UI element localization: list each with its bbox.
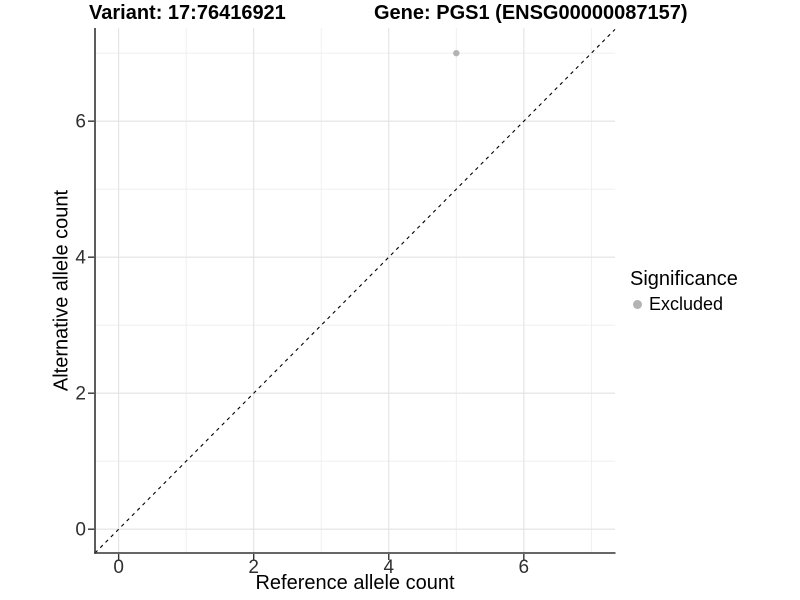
legend: Significance Excluded xyxy=(630,268,738,315)
axis-tick-marks xyxy=(88,120,525,560)
axis-lines xyxy=(94,28,616,554)
x-tick-label: 6 xyxy=(519,557,530,578)
x-tick-label: 4 xyxy=(383,557,394,578)
identity-reference-line xyxy=(94,28,616,554)
plot-title-gene: Gene: PGS1 (ENSG00000087157) xyxy=(374,2,688,24)
legend-point-icon xyxy=(633,300,642,309)
data-points xyxy=(453,49,460,57)
y-axis-title: Alternative allele count xyxy=(50,189,73,392)
x-axis-title: Reference allele count xyxy=(255,572,455,594)
plot-title-variant: Variant: 17:76416921 xyxy=(89,2,286,24)
x-tick-label: 0 xyxy=(113,557,124,578)
grid-minor-lines xyxy=(95,28,615,553)
grid-major-lines xyxy=(95,28,615,553)
legend-item-label: Excluded xyxy=(649,294,724,314)
y-tick-label: 6 xyxy=(75,112,86,133)
x-tick-label: 2 xyxy=(248,557,259,578)
legend-title: Significance xyxy=(630,268,738,290)
y-tick-label: 0 xyxy=(75,520,86,541)
y-tick-label: 2 xyxy=(75,384,86,405)
legend-item-excluded: Excluded xyxy=(630,294,738,315)
scatter-point xyxy=(453,49,460,57)
axis-tick-labels: 0 2 4 6 0 2 4 6 xyxy=(75,112,529,578)
identity-line xyxy=(94,28,616,554)
y-tick-label: 4 xyxy=(75,248,86,269)
